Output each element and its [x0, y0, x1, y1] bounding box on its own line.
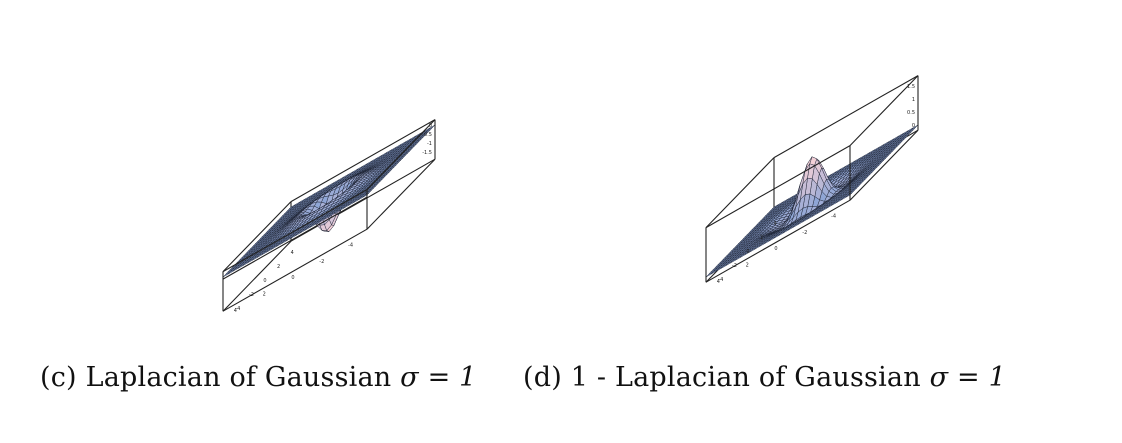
- z-tick-label: 1.5: [907, 84, 915, 90]
- x-tick-label: 2: [746, 263, 749, 269]
- z-tick-label: -0.5: [422, 132, 432, 138]
- caption-d-text: (d) 1 - Laplacian of Gaussian: [523, 362, 930, 393]
- surface-mesh: [222, 124, 436, 278]
- x-tick-label: -2: [802, 230, 807, 236]
- x-tick-label: 0: [774, 246, 777, 252]
- x-tick-label: -2: [319, 259, 324, 265]
- box-edge-right-top: [222, 201, 292, 272]
- box-edge-front-right-top: [222, 189, 368, 273]
- y-tick-label: 0: [263, 278, 266, 284]
- x-tick-label: 0: [291, 275, 294, 281]
- box-edge-front-left-top: [849, 75, 919, 146]
- y-tick-label: 4: [291, 250, 294, 256]
- y-tick-label: -4: [718, 277, 723, 283]
- mesh-cell: [222, 271, 231, 278]
- z-tick-label: -1: [427, 141, 432, 147]
- box-edge-back-top: [290, 119, 436, 203]
- y-tick-label: 2: [760, 235, 763, 241]
- y-tick-label: 0: [746, 249, 749, 255]
- box-edge-front-left-bottom: [366, 158, 436, 230]
- surface-mesh: [705, 124, 919, 278]
- mesh-cell: [705, 271, 714, 278]
- x-tick-label: 4: [234, 308, 237, 314]
- box-edge-front-left-top: [366, 119, 436, 190]
- box-edge-right-top: [705, 157, 775, 228]
- box-edge-back-top: [773, 75, 919, 159]
- caption-d: (d) 1 - Laplacian of Gaussian σ = 1: [523, 362, 1006, 393]
- y-tick-label: 2: [277, 264, 280, 270]
- y-tick-label: -2: [732, 263, 737, 269]
- box-edge-front-right-top: [705, 145, 851, 229]
- x-tick-label: 2: [263, 292, 266, 298]
- caption-c-text: (c) Laplacian of Gaussian: [40, 362, 401, 393]
- z-tick-label: 0.5: [907, 110, 915, 116]
- box-edge-front-right-bottom: [222, 228, 368, 312]
- box-edge-right-bottom: [222, 240, 292, 312]
- caption-c: (c) Laplacian of Gaussian σ = 1: [40, 362, 477, 393]
- y-tick-label: -4: [235, 306, 240, 312]
- box-edge-front-left-bottom: [849, 129, 919, 201]
- box-edge-back-bottom: [290, 158, 436, 242]
- box-edge-front-right-bottom: [705, 199, 851, 283]
- sheet-rim-front: [222, 196, 368, 280]
- z-tick-label: 0: [912, 123, 915, 129]
- caption-c-sigma: σ = 1: [400, 362, 477, 393]
- y-tick-label: -2: [249, 292, 254, 298]
- caption-d-sigma: σ = 1: [929, 362, 1006, 393]
- z-tick-label: 1: [912, 97, 915, 103]
- x-tick-label: 4: [717, 279, 720, 285]
- x-tick-label: -4: [348, 242, 353, 248]
- z-tick-label: -1.5: [422, 150, 432, 156]
- y-tick-label: 4: [774, 221, 777, 227]
- x-tick-label: -4: [831, 213, 836, 219]
- z-tick-label: 0: [429, 123, 432, 129]
